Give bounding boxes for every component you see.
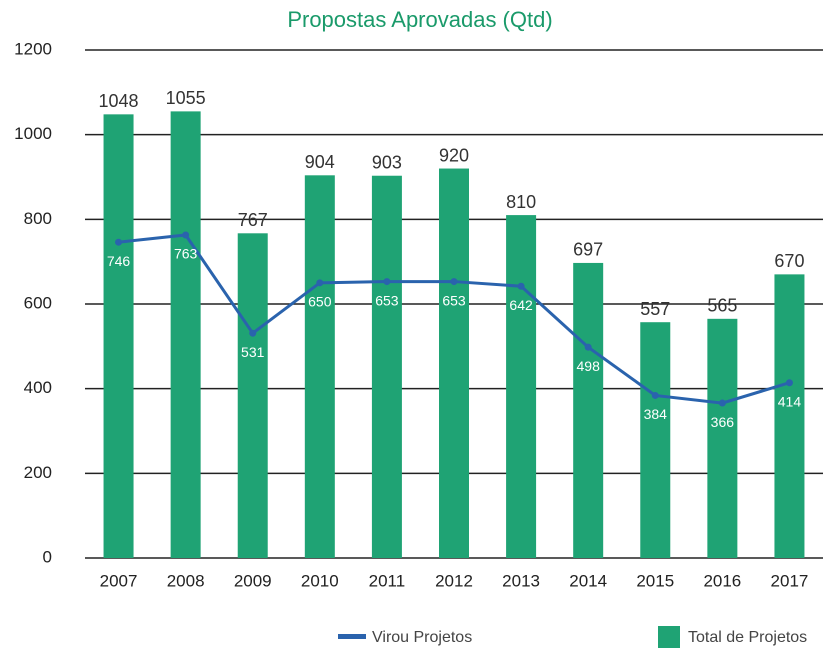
line-value-label: 384: [644, 406, 668, 422]
x-tick-label: 2009: [234, 571, 272, 590]
y-tick-label: 1000: [14, 124, 52, 143]
line-value-label: 650: [308, 294, 332, 310]
bar: [371, 175, 402, 559]
legend-label: Total de Projetos: [688, 629, 807, 646]
line-point: [517, 282, 525, 290]
line-value-label: 366: [711, 414, 735, 430]
line-value-label: 746: [107, 253, 131, 269]
line-point: [785, 379, 793, 387]
chart-title: Propostas Aprovadas (Qtd): [287, 7, 552, 32]
x-tick-label: 2012: [435, 571, 473, 590]
x-tick-label: 2016: [703, 571, 741, 590]
line-value-label: 531: [241, 344, 265, 360]
line-point: [249, 329, 257, 337]
bar-value-label: 670: [774, 251, 804, 271]
bar: [506, 215, 537, 558]
bar: [573, 262, 604, 558]
x-tick-label: 2007: [100, 571, 138, 590]
x-tick-label: 2010: [301, 571, 339, 590]
line-value-label: 653: [375, 292, 399, 308]
line-point: [718, 399, 726, 407]
bar: [707, 318, 738, 558]
line-point: [383, 278, 391, 286]
y-tick-label: 600: [24, 293, 52, 312]
bar: [103, 114, 134, 558]
bar: [439, 168, 469, 559]
line-value-label: 653: [442, 292, 466, 308]
line-value-label: 498: [577, 358, 601, 374]
legend-label: Virou Projetos: [372, 629, 472, 646]
line-point: [584, 343, 592, 351]
bar-value-label: 810: [506, 192, 536, 212]
x-tick-label: 2013: [502, 571, 540, 590]
bar: [304, 175, 335, 558]
bar: [237, 233, 268, 558]
bar-value-label: 904: [305, 152, 335, 172]
bar-value-label: 565: [707, 296, 737, 316]
legend-swatch: [658, 626, 680, 648]
bar-value-label: 1048: [99, 91, 139, 111]
line-point: [316, 279, 324, 287]
line-point: [115, 238, 123, 246]
bar-value-label: 903: [372, 152, 402, 172]
line-point: [651, 391, 659, 399]
y-tick-label: 0: [43, 547, 52, 566]
bar: [774, 274, 805, 558]
x-tick-label: 2011: [369, 571, 406, 590]
x-tick-label: 2014: [569, 571, 607, 590]
line-value-label: 414: [778, 393, 802, 409]
line-point: [450, 278, 458, 286]
x-tick-label: 2008: [167, 571, 205, 590]
bar: [170, 111, 201, 558]
line-value-label: 642: [509, 297, 533, 313]
x-tick-label: 2015: [636, 571, 674, 590]
line-point: [182, 231, 190, 239]
y-tick-label: 200: [24, 463, 52, 482]
y-tick-label: 800: [24, 209, 52, 228]
y-tick-label: 400: [24, 378, 52, 397]
y-tick-label: 1200: [14, 39, 52, 58]
bar-value-label: 767: [238, 210, 268, 230]
bar-value-label: 1055: [166, 88, 206, 108]
legend-swatch: [338, 634, 366, 639]
bar-value-label: 920: [439, 145, 469, 165]
bar-value-label: 697: [573, 240, 603, 260]
bar: [640, 322, 671, 558]
bar-value-label: 557: [640, 299, 670, 319]
x-tick-label: 2017: [771, 571, 809, 590]
line-value-label: 763: [174, 246, 198, 262]
